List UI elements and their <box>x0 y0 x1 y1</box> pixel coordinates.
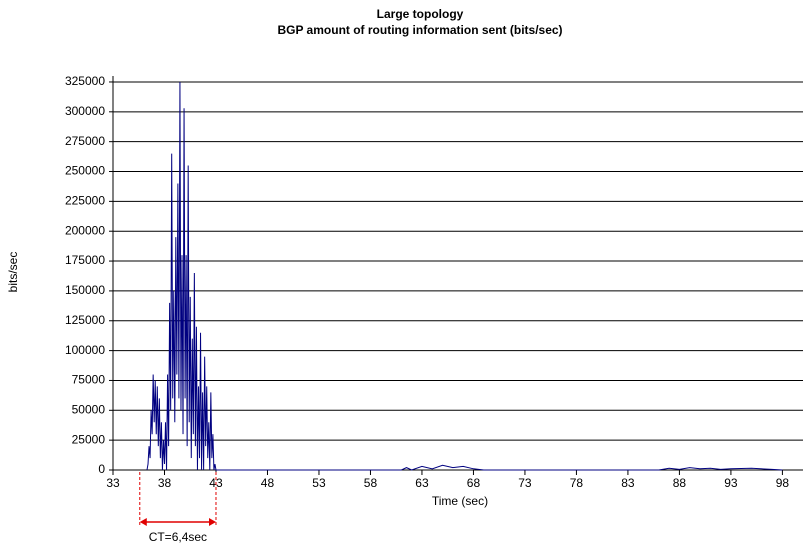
x-tick-label: 98 <box>776 476 790 490</box>
y-tick-label: 250000 <box>65 164 105 178</box>
data-line <box>146 81 783 471</box>
x-axis-label: Time (sec) <box>432 494 488 508</box>
x-tick-label: 63 <box>415 476 429 490</box>
y-tick-label: 225000 <box>65 194 105 208</box>
chart-subtitle: BGP amount of routing information sent (… <box>277 23 562 37</box>
y-tick-label: 150000 <box>65 283 105 297</box>
y-axis-label: bits/sec <box>6 252 20 293</box>
y-tick-label: 100000 <box>65 343 105 357</box>
y-tick-label: 200000 <box>65 223 105 237</box>
y-tick-label: 0 <box>98 462 105 476</box>
x-tick-label: 33 <box>106 476 120 490</box>
y-tick-label: 25000 <box>72 432 106 446</box>
arrow-head <box>208 518 216 526</box>
x-tick-label: 68 <box>467 476 481 490</box>
chart-title: Large topology <box>377 7 464 21</box>
x-tick-label: 38 <box>158 476 172 490</box>
y-tick-label: 275000 <box>65 134 105 148</box>
x-tick-label: 93 <box>724 476 738 490</box>
x-tick-label: 78 <box>570 476 584 490</box>
x-tick-label: 73 <box>518 476 532 490</box>
y-tick-label: 125000 <box>65 313 105 327</box>
x-tick-label: 88 <box>673 476 687 490</box>
annotation-text: CT=6,4sec <box>149 530 207 544</box>
x-tick-label: 83 <box>621 476 635 490</box>
y-tick-label: 175000 <box>65 253 105 267</box>
x-tick-label: 58 <box>364 476 378 490</box>
y-tick-label: 325000 <box>65 74 105 88</box>
y-tick-label: 300000 <box>65 104 105 118</box>
y-tick-label: 75000 <box>72 373 106 387</box>
y-tick-label: 50000 <box>72 402 106 416</box>
arrow-head <box>139 518 147 526</box>
x-tick-label: 53 <box>312 476 326 490</box>
x-tick-label: 48 <box>261 476 275 490</box>
